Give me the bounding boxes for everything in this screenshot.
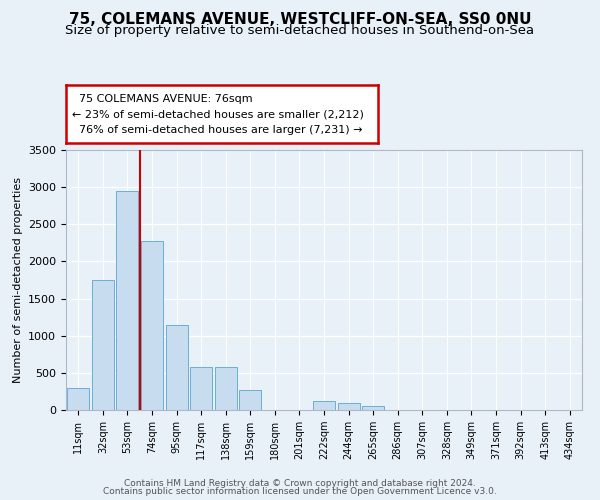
Bar (67, 388, 89, 410)
Bar (338, 402, 359, 410)
Text: 75, COLEMANS AVENUE, WESTCLIFF-ON-SEA, SS0 0NU: 75, COLEMANS AVENUE, WESTCLIFF-ON-SEA, S… (69, 12, 531, 28)
Bar (362, 406, 384, 410)
Bar (141, 242, 163, 410)
Bar (313, 401, 335, 410)
Bar (239, 390, 262, 410)
Text: Contains public sector information licensed under the Open Government Licence v3: Contains public sector information licen… (103, 487, 497, 496)
Y-axis label: Number of semi-detached properties: Number of semi-detached properties (13, 177, 23, 383)
Bar (190, 367, 212, 410)
Text: Contains HM Land Registry data © Crown copyright and database right 2024.: Contains HM Land Registry data © Crown c… (124, 478, 476, 488)
Text: 75 COLEMANS AVENUE: 76sqm
← 23% of semi-detached houses are smaller (2,212)
  76: 75 COLEMANS AVENUE: 76sqm ← 23% of semi-… (72, 94, 364, 135)
Bar (166, 324, 188, 410)
Bar (215, 367, 237, 410)
Bar (92, 280, 114, 410)
Text: Size of property relative to semi-detached houses in Southend-on-Sea: Size of property relative to semi-detach… (65, 24, 535, 37)
Bar (116, 191, 139, 410)
